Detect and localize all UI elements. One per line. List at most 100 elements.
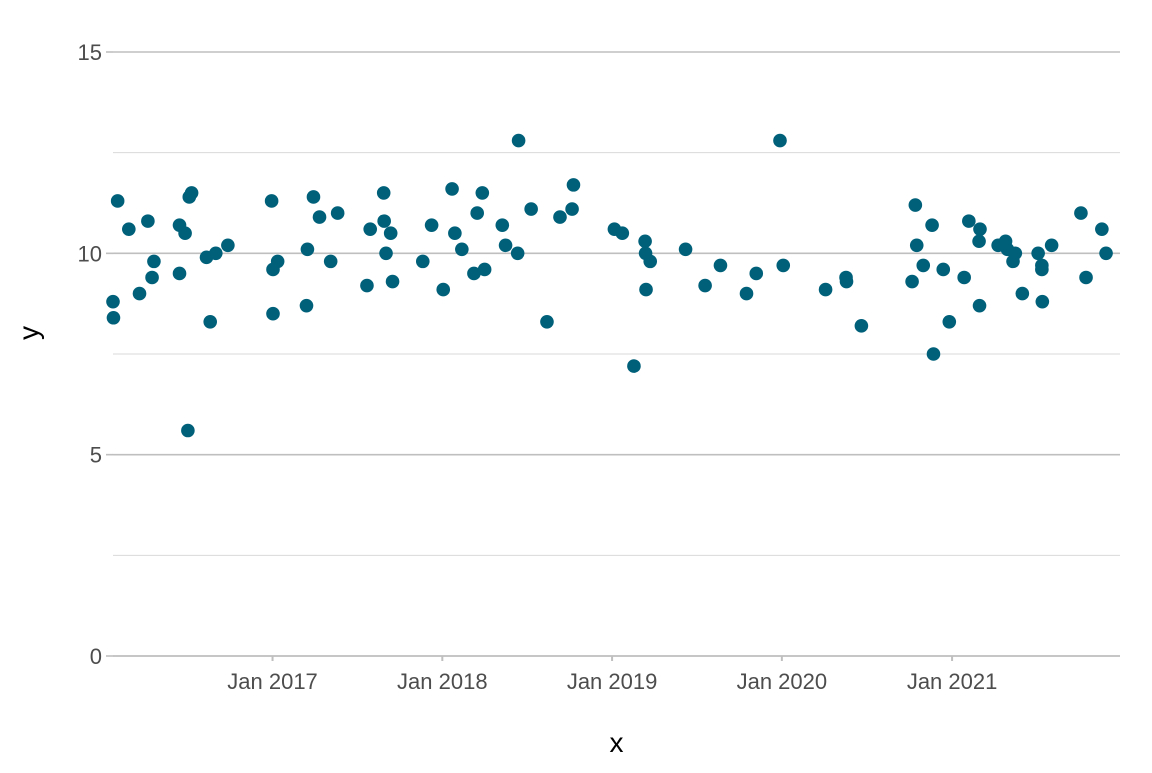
data-point (773, 133, 787, 148)
data-point (818, 282, 833, 297)
data-point (363, 222, 378, 236)
data-point (132, 286, 147, 301)
data-point (264, 194, 279, 208)
data-point (266, 306, 280, 321)
data-point (208, 246, 223, 261)
data-point (1031, 246, 1045, 261)
data-point (106, 294, 120, 309)
data-point (749, 266, 764, 281)
data-point (178, 226, 192, 240)
y-tick-label: 5 (90, 443, 102, 468)
data-point (553, 210, 567, 224)
data-point (739, 286, 754, 301)
data-point (470, 206, 484, 220)
data-point (909, 238, 924, 253)
data-point (467, 266, 481, 281)
data-point (498, 238, 513, 253)
data-point (566, 178, 581, 192)
data-point (1015, 286, 1030, 301)
gridlines (113, 51, 1120, 657)
data-point (957, 270, 971, 285)
data-point (908, 198, 923, 212)
y-tick-label: 15 (78, 40, 102, 65)
x-axis-title: x (610, 727, 624, 758)
data-point (323, 254, 338, 269)
data-point (147, 254, 161, 269)
data-point (1008, 246, 1023, 261)
data-point (306, 190, 321, 204)
data-point (424, 218, 439, 232)
data-point (385, 274, 400, 289)
data-point (973, 222, 987, 236)
x-tick-label: Jan 2017 (227, 669, 318, 694)
data-point (448, 226, 462, 240)
data-point (942, 314, 957, 329)
data-point (270, 254, 285, 269)
data-point (106, 310, 121, 325)
data-point (203, 314, 218, 329)
data-point (360, 278, 374, 293)
data-point (445, 182, 459, 196)
data-point (1079, 270, 1093, 285)
data-point (141, 214, 155, 228)
x-tick-label: Jan 2018 (397, 669, 488, 694)
data-point (330, 206, 345, 220)
data-point (936, 262, 951, 277)
data-point (299, 298, 314, 313)
data-point (172, 266, 187, 281)
data-point (475, 186, 490, 200)
data-point (1074, 206, 1088, 220)
data-point (477, 262, 492, 277)
data-point (300, 242, 315, 257)
y-tick-label: 0 (90, 644, 102, 669)
data-point (962, 214, 976, 228)
data-point (926, 347, 941, 361)
data-point (905, 274, 919, 289)
data-point (110, 194, 125, 208)
data-point (854, 319, 869, 333)
data-point (638, 234, 652, 249)
data-point (678, 242, 693, 257)
data-point (627, 359, 641, 373)
data-point (1035, 294, 1050, 309)
data-point (524, 202, 538, 216)
data-point (436, 282, 451, 297)
data-point (972, 298, 987, 313)
axes: 0 5 10 15 Jan 2017 Jan 2018 Jan 2019 Jan 2020 Ja… (78, 40, 998, 694)
data-point (1035, 258, 1049, 273)
data-point (510, 246, 525, 261)
data-points (106, 133, 1113, 438)
data-point (643, 254, 658, 269)
data-point (1044, 238, 1059, 253)
data-point (181, 423, 195, 438)
data-point (383, 226, 398, 240)
data-point (377, 214, 391, 228)
data-point (540, 314, 554, 329)
data-point (1095, 222, 1109, 236)
data-point (511, 133, 526, 148)
data-point (415, 254, 430, 269)
y-axis-title: y (13, 326, 44, 340)
data-point (972, 234, 986, 249)
data-point (495, 218, 510, 232)
data-point (122, 222, 136, 236)
data-point (615, 226, 630, 240)
data-point (925, 218, 939, 232)
x-tick-label: Jan 2019 (567, 669, 658, 694)
data-point (839, 274, 854, 289)
data-point (639, 282, 653, 297)
data-point (312, 210, 327, 224)
data-point (713, 258, 728, 273)
x-tick-label: Jan 2021 (907, 669, 998, 694)
data-point (221, 238, 235, 253)
data-point (776, 258, 791, 273)
x-tick-label: Jan 2020 (737, 669, 828, 694)
data-point (565, 202, 579, 216)
data-point (376, 186, 391, 200)
data-point (1099, 246, 1113, 261)
data-point (184, 186, 199, 200)
data-point (379, 246, 393, 261)
y-tick-label: 10 (78, 241, 102, 266)
